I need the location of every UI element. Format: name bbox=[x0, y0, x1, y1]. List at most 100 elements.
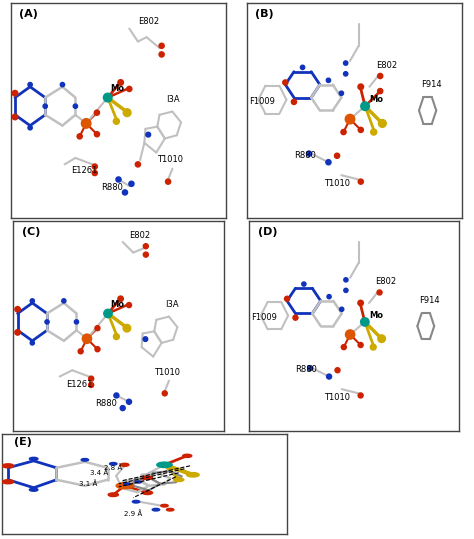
Circle shape bbox=[302, 282, 306, 286]
Text: T1010: T1010 bbox=[325, 393, 350, 402]
Circle shape bbox=[358, 84, 364, 89]
Circle shape bbox=[74, 320, 79, 324]
Circle shape bbox=[341, 129, 346, 135]
Circle shape bbox=[378, 88, 383, 94]
Circle shape bbox=[94, 110, 100, 115]
Circle shape bbox=[118, 296, 123, 301]
Text: (B): (B) bbox=[255, 9, 274, 19]
Circle shape bbox=[165, 179, 171, 184]
Circle shape bbox=[284, 296, 290, 301]
Circle shape bbox=[182, 454, 192, 458]
Circle shape bbox=[346, 330, 355, 339]
Circle shape bbox=[89, 376, 94, 381]
Circle shape bbox=[344, 278, 348, 282]
Circle shape bbox=[159, 52, 164, 57]
Text: Mo: Mo bbox=[110, 84, 124, 93]
Circle shape bbox=[345, 114, 355, 124]
Circle shape bbox=[45, 320, 49, 324]
Text: R880: R880 bbox=[295, 365, 317, 375]
Circle shape bbox=[124, 483, 130, 485]
Text: E802: E802 bbox=[375, 277, 396, 286]
Circle shape bbox=[378, 73, 383, 79]
Circle shape bbox=[358, 300, 364, 306]
Circle shape bbox=[143, 252, 148, 257]
Text: F1009: F1009 bbox=[251, 313, 277, 322]
Circle shape bbox=[82, 119, 91, 128]
Circle shape bbox=[339, 91, 344, 95]
Circle shape bbox=[116, 483, 133, 489]
Circle shape bbox=[308, 365, 313, 371]
Circle shape bbox=[152, 508, 160, 511]
Text: E1261: E1261 bbox=[71, 166, 98, 175]
Circle shape bbox=[30, 299, 35, 303]
Text: E1261: E1261 bbox=[66, 380, 92, 389]
Text: E802: E802 bbox=[129, 231, 150, 240]
Circle shape bbox=[371, 129, 377, 135]
Circle shape bbox=[157, 462, 172, 467]
Circle shape bbox=[143, 337, 148, 341]
Circle shape bbox=[307, 151, 311, 156]
Circle shape bbox=[123, 324, 131, 332]
Text: E802: E802 bbox=[138, 17, 159, 26]
Circle shape bbox=[120, 405, 125, 411]
Circle shape bbox=[173, 478, 184, 481]
Circle shape bbox=[60, 82, 64, 87]
Circle shape bbox=[108, 493, 118, 496]
Circle shape bbox=[89, 383, 94, 388]
Circle shape bbox=[378, 335, 385, 342]
Circle shape bbox=[135, 162, 140, 167]
Circle shape bbox=[361, 317, 369, 326]
Circle shape bbox=[15, 330, 20, 335]
Text: I3A: I3A bbox=[165, 300, 178, 309]
Circle shape bbox=[358, 393, 363, 398]
Circle shape bbox=[2, 480, 14, 484]
Circle shape bbox=[15, 307, 20, 312]
Circle shape bbox=[103, 93, 112, 102]
Circle shape bbox=[327, 294, 331, 299]
Circle shape bbox=[113, 334, 119, 340]
Circle shape bbox=[132, 500, 140, 503]
Circle shape bbox=[62, 299, 66, 303]
Circle shape bbox=[283, 80, 288, 85]
Circle shape bbox=[127, 86, 132, 92]
Circle shape bbox=[104, 309, 112, 317]
Circle shape bbox=[114, 393, 119, 398]
Circle shape bbox=[28, 82, 32, 87]
Circle shape bbox=[293, 315, 298, 320]
Text: F914: F914 bbox=[419, 296, 440, 305]
Circle shape bbox=[162, 391, 167, 396]
Circle shape bbox=[78, 349, 83, 354]
Text: (A): (A) bbox=[19, 9, 38, 19]
Circle shape bbox=[127, 399, 131, 404]
Text: Mo: Mo bbox=[110, 300, 124, 309]
Text: (D): (D) bbox=[257, 227, 277, 237]
Text: R880: R880 bbox=[101, 183, 123, 192]
Circle shape bbox=[12, 114, 18, 120]
Text: 3.1 Å: 3.1 Å bbox=[79, 480, 97, 487]
Circle shape bbox=[326, 78, 330, 82]
Circle shape bbox=[327, 374, 332, 379]
Circle shape bbox=[142, 491, 153, 494]
Circle shape bbox=[77, 134, 82, 139]
Circle shape bbox=[166, 508, 174, 511]
Text: 2.9 Å: 2.9 Å bbox=[124, 510, 142, 517]
Text: T1010: T1010 bbox=[154, 368, 180, 377]
Text: (C): (C) bbox=[22, 227, 40, 237]
Text: Mo: Mo bbox=[369, 95, 383, 104]
Text: T1010: T1010 bbox=[157, 155, 183, 164]
Circle shape bbox=[113, 118, 119, 125]
Text: R880: R880 bbox=[95, 399, 117, 408]
Circle shape bbox=[339, 307, 344, 312]
Circle shape bbox=[109, 462, 117, 465]
Circle shape bbox=[116, 177, 121, 182]
Text: R880: R880 bbox=[294, 151, 316, 160]
Text: 2.8 Å: 2.8 Å bbox=[104, 464, 122, 471]
Circle shape bbox=[82, 334, 91, 343]
Circle shape bbox=[344, 288, 348, 293]
Circle shape bbox=[94, 132, 100, 137]
Text: F914: F914 bbox=[421, 80, 442, 89]
Circle shape bbox=[142, 476, 153, 480]
Circle shape bbox=[2, 464, 14, 468]
Circle shape bbox=[120, 464, 129, 466]
Circle shape bbox=[292, 99, 297, 105]
